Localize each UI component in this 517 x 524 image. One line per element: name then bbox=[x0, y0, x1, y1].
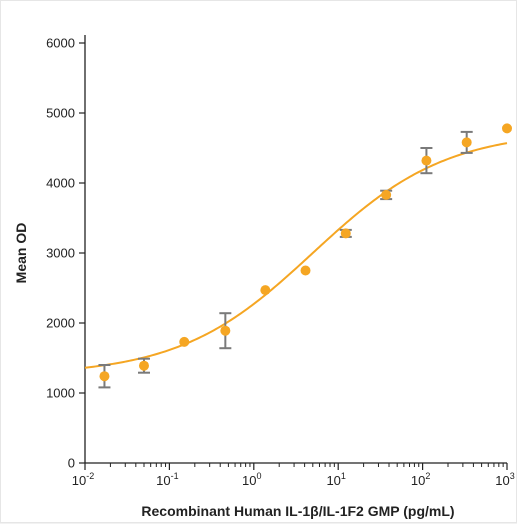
data-point bbox=[502, 123, 512, 134]
data-point bbox=[220, 325, 231, 336]
x-tick-label: 103 bbox=[495, 471, 514, 488]
fit-curve-line bbox=[84, 142, 508, 369]
data-point bbox=[461, 137, 472, 148]
data-point bbox=[260, 285, 271, 296]
x-tick-label: 10-2 bbox=[72, 471, 94, 488]
x-tick-label: 10-1 bbox=[156, 471, 178, 488]
data-point bbox=[99, 371, 110, 382]
data-point bbox=[300, 265, 311, 276]
y-tick-label: 2000 bbox=[46, 316, 75, 331]
y-axis-title: Mean OD bbox=[13, 223, 29, 284]
x-tick-label: 100 bbox=[242, 471, 261, 488]
x-tick-label: 102 bbox=[411, 471, 430, 488]
y-tick-label: 3000 bbox=[46, 246, 75, 261]
y-tick-label: 5000 bbox=[46, 106, 75, 121]
data-point bbox=[179, 336, 190, 347]
data-point bbox=[421, 155, 432, 166]
data-point bbox=[138, 360, 149, 371]
y-tick-label: 6000 bbox=[46, 36, 75, 51]
x-axis-title: Recombinant Human IL-1β/IL-1F2 GMP (pg/m… bbox=[141, 503, 454, 519]
y-tick-label: 0 bbox=[68, 456, 75, 471]
data-point bbox=[381, 189, 392, 200]
y-tick-label: 4000 bbox=[46, 176, 75, 191]
x-tick-label: 101 bbox=[326, 471, 345, 488]
data-point bbox=[340, 228, 351, 239]
y-tick-label: 1000 bbox=[46, 386, 75, 401]
